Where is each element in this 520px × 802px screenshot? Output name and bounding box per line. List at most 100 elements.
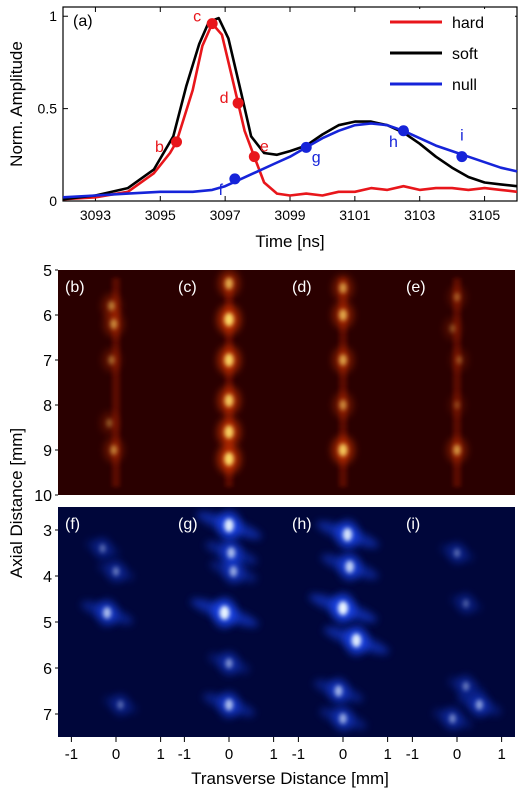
axial-tick-label: 5 <box>43 263 52 280</box>
legend: hard soft null <box>385 9 515 100</box>
axial-tick-label: 10 <box>34 488 52 505</box>
marker-label-d: d <box>220 90 229 107</box>
emission-spot <box>449 324 456 333</box>
y-tick-label: 1 <box>49 8 57 24</box>
marker-label-b: b <box>155 139 164 156</box>
marker-e <box>248 151 260 163</box>
emission-spot <box>225 658 233 669</box>
emission-spot <box>338 309 348 321</box>
legend-label-null: null <box>452 77 477 94</box>
x-axis-label: Time [ns] <box>255 232 324 251</box>
x-tick-label: 3095 <box>145 207 176 223</box>
x-tick-label: 3105 <box>469 207 500 223</box>
transverse-tick-label: -1 <box>406 746 419 763</box>
marker-label-e: e <box>260 139 269 156</box>
panel-label-a: (a) <box>73 13 93 30</box>
panel-label: (g) <box>178 516 198 533</box>
hot-image-panels: (b) (c) (d) (e) 5 6 7 8 9 10 <box>34 263 515 505</box>
emission-spot <box>339 713 347 724</box>
filament-glow <box>225 278 233 487</box>
emission-spot <box>339 399 347 411</box>
emission-spot <box>224 452 234 466</box>
emission-spot <box>338 443 348 457</box>
transverse-tick-label: -1 <box>292 746 305 763</box>
emission-spot <box>106 418 113 428</box>
x-tick-label: 3101 <box>339 207 370 223</box>
y-axis-label: Norm. Amplitude <box>7 41 26 167</box>
series-line-null <box>62 122 518 199</box>
marker-g <box>300 141 312 153</box>
panel-label: (c) <box>178 279 197 296</box>
emission-spot <box>110 318 118 330</box>
panel-background <box>399 507 515 737</box>
emission-spot <box>227 547 236 559</box>
axis-ticks: 3093 3095 3097 3099 3101 3103 3105 0 0.5 1 <box>38 7 517 223</box>
emission-spot <box>224 277 234 290</box>
emission-spot <box>449 713 456 724</box>
image-panel-f: (f) <box>58 507 174 737</box>
emission-spot <box>224 699 234 711</box>
panel-label: (i) <box>406 516 420 533</box>
emission-spot <box>339 354 347 366</box>
emission-spot <box>224 312 234 327</box>
panel-label: (d) <box>292 279 312 296</box>
transverse-tick-label: 1 <box>269 746 277 763</box>
emission-spot <box>99 544 106 553</box>
image-panel-g: (g) <box>171 507 287 737</box>
emission-spot <box>462 681 470 692</box>
transverse-tick-label: 0 <box>225 746 233 763</box>
emission-spot <box>229 566 238 577</box>
marker-label-c: c <box>193 9 201 26</box>
x-tick-label: 3097 <box>210 207 241 223</box>
y-tick-label: 0.5 <box>38 101 58 117</box>
axial-tick-label: 6 <box>43 661 52 678</box>
emission-spot <box>224 425 234 439</box>
transverse-tick-label: 1 <box>383 746 391 763</box>
emission-spot <box>224 353 234 367</box>
image-panel-e: (e) <box>399 270 515 495</box>
panel-label: (h) <box>292 516 312 533</box>
axial-tick-label: 5 <box>43 615 52 632</box>
filament-glow <box>339 278 347 487</box>
legend-label-soft: soft <box>452 46 478 63</box>
marker-b <box>171 136 182 148</box>
blue-image-panels: (f) (g) (h) (i) 3 4 5 6 7 -1 0 1 -1 0 1 -1 0 1 -1 0 1 <box>43 507 515 763</box>
marker-h <box>398 125 409 137</box>
x-tick-label: 3093 <box>80 207 111 223</box>
x-tick-label: 3103 <box>404 207 435 223</box>
emission-spot <box>475 699 483 710</box>
transverse-tick-label: 1 <box>497 746 505 763</box>
series-line-soft <box>62 16 518 201</box>
emission-spot <box>224 394 234 407</box>
axial-tick-label: 8 <box>43 398 52 415</box>
marker-label-g: g <box>312 149 321 166</box>
panel-label: (e) <box>406 279 426 296</box>
emission-spot <box>339 282 347 294</box>
transverse-tick-label: 0 <box>453 746 461 763</box>
transverse-tick-label: -1 <box>65 746 78 763</box>
axial-tick-label: 7 <box>43 707 52 724</box>
emission-spot <box>453 444 461 456</box>
emission-spot <box>456 355 463 365</box>
emission-spot <box>102 607 112 619</box>
emission-spot <box>112 566 120 577</box>
emission-spot <box>454 401 460 409</box>
panel-label: (f) <box>65 516 80 533</box>
emission-spot <box>108 355 115 365</box>
emission-spot <box>108 301 116 311</box>
emission-spot <box>219 605 230 620</box>
marker-c <box>206 18 218 30</box>
marker-label-h: h <box>389 134 398 151</box>
axial-tick-label: 3 <box>43 523 52 540</box>
emission-spot <box>110 445 118 455</box>
line-chart: 3093 3095 3097 3099 3101 3103 3105 0 0.5 1 b c d e f g… <box>7 6 518 251</box>
image-panel-c: (c) <box>171 270 287 495</box>
panel-label: (b) <box>65 279 85 296</box>
transverse-tick-label: -1 <box>178 746 191 763</box>
image-panel-h: (h) <box>285 507 401 737</box>
marker-label-i: i <box>460 128 464 145</box>
marker-d <box>232 97 244 109</box>
transverse-tick-label: 0 <box>339 746 347 763</box>
axial-tick-label: 4 <box>43 569 52 586</box>
axial-tick-label: 9 <box>43 443 52 460</box>
